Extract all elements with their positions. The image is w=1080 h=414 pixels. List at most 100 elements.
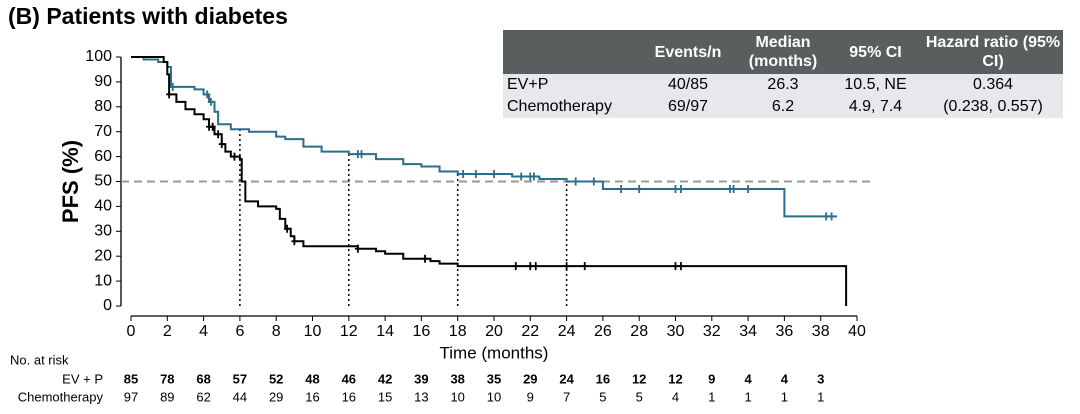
summary-body: EV+P 40/85 26.3 10.5, NE 0.364 Chemotherapy 69… xyxy=(503,74,1063,118)
risk-value: 4 xyxy=(744,371,752,386)
x-tick-label: 32 xyxy=(703,323,721,340)
censor-mark xyxy=(563,262,570,271)
x-tick-label: 38 xyxy=(812,323,830,340)
summary-cell: 10.5, NE xyxy=(828,74,923,96)
x-axis-title: Time (months) xyxy=(440,343,549,362)
censor-mark xyxy=(823,212,830,221)
x-tick-label: 26 xyxy=(594,323,612,340)
x-tick-label: 14 xyxy=(376,323,394,340)
x-tick-label: 40 xyxy=(848,323,866,340)
risk-value: 52 xyxy=(269,371,283,386)
x-tick-label: 6 xyxy=(235,323,244,340)
header-cell: Median (months) xyxy=(738,30,828,74)
risk-value: 89 xyxy=(160,389,174,404)
header-cell: 95% CI xyxy=(828,30,923,74)
risk-value: 10 xyxy=(450,389,464,404)
y-tick-label: 0 xyxy=(103,297,112,314)
risk-value: 9 xyxy=(708,371,715,386)
summary-cell: 0.364 xyxy=(923,74,1063,96)
censor-mark xyxy=(209,122,216,131)
risk-value: 3 xyxy=(817,371,824,386)
km-curve xyxy=(131,56,838,218)
risk-value: 78 xyxy=(160,371,174,386)
x-tick-label: 36 xyxy=(776,323,794,340)
censor-mark xyxy=(518,172,525,181)
y-tick-label: 30 xyxy=(94,223,112,240)
x-tick-label: 20 xyxy=(485,323,503,340)
censor-mark xyxy=(169,82,176,91)
censor-mark xyxy=(166,90,173,99)
summary-cell: 69/97 xyxy=(638,96,738,118)
risk-value: 68 xyxy=(196,371,210,386)
y-tick-label: 80 xyxy=(94,98,112,115)
risk-value: 15 xyxy=(378,389,392,404)
risk-value: 29 xyxy=(269,389,283,404)
summary-row: EV+P 40/85 26.3 10.5, NE 0.364 xyxy=(503,74,1063,96)
risk-value: 13 xyxy=(414,389,428,404)
censor-mark xyxy=(677,184,684,193)
censor-mark xyxy=(581,262,588,271)
y-tick-label: 100 xyxy=(85,48,112,65)
x-tick-label: 8 xyxy=(272,323,281,340)
risk-value: 1 xyxy=(817,389,824,404)
risk-value: 12 xyxy=(668,371,682,386)
risk-row-label: EV + P xyxy=(62,371,103,386)
censor-mark xyxy=(460,170,467,179)
summary-header: Events/n Median (months) 95% CI Hazard r… xyxy=(503,30,1063,74)
header-cell: Hazard ratio (95% CI) xyxy=(923,30,1063,74)
x-tick-label: 24 xyxy=(558,323,576,340)
summary-cell: Chemotherapy xyxy=(503,96,638,118)
risk-value: 16 xyxy=(305,389,319,404)
summary-cell: 40/85 xyxy=(638,74,738,96)
header-cell: Events/n xyxy=(638,30,738,74)
x-tick-label: 18 xyxy=(449,323,467,340)
x-tick-label: 28 xyxy=(630,323,648,340)
title: (B) Patients with diabetes xyxy=(8,3,288,29)
risk-row-label: Chemotherapy xyxy=(18,389,104,404)
censor-mark xyxy=(730,184,737,193)
risk-value: 97 xyxy=(124,389,138,404)
censor-mark xyxy=(218,140,225,149)
censor-mark xyxy=(590,177,597,186)
x-tick-label: 2 xyxy=(163,323,172,340)
x-tick-label: 30 xyxy=(667,323,685,340)
risk-value: 85 xyxy=(124,371,138,386)
risk-value: 46 xyxy=(342,371,356,386)
risk-value: 44 xyxy=(233,389,247,404)
censor-mark xyxy=(572,177,579,186)
risk-value: 7 xyxy=(563,389,570,404)
risk-value: 1 xyxy=(708,389,715,404)
censor-mark xyxy=(512,262,519,271)
y-tick-label: 10 xyxy=(94,272,112,289)
censor-mark xyxy=(530,172,537,181)
risk-value: 16 xyxy=(596,371,610,386)
x-tick-label: 34 xyxy=(739,323,757,340)
risk-value: 39 xyxy=(414,371,428,386)
censor-mark xyxy=(672,184,679,193)
header-cell xyxy=(503,30,638,74)
x-tick-label: 10 xyxy=(304,323,322,340)
censor-mark xyxy=(532,262,539,271)
y-axis-title: PFS (%) xyxy=(58,140,83,223)
risk-value: 5 xyxy=(636,389,643,404)
summary-cell: 26.3 xyxy=(738,74,828,96)
censor-mark xyxy=(618,184,625,193)
x-tick-label: 12 xyxy=(340,323,358,340)
km-curve xyxy=(131,56,848,306)
censor-mark xyxy=(358,150,365,159)
risk-value: 38 xyxy=(450,371,464,386)
risk-value: 62 xyxy=(196,389,210,404)
censor-mark xyxy=(207,97,214,106)
risk-value: 57 xyxy=(233,371,247,386)
censor-mark xyxy=(291,237,298,246)
x-tick-label: 0 xyxy=(127,323,136,340)
risk-value: 42 xyxy=(378,371,392,386)
censor-mark xyxy=(672,262,679,271)
risk-value: 16 xyxy=(342,389,356,404)
risk-value: 4 xyxy=(781,371,789,386)
risk-value: 1 xyxy=(744,389,751,404)
censor-mark xyxy=(745,184,752,193)
censor-mark xyxy=(527,262,534,271)
censor-mark xyxy=(677,262,684,271)
